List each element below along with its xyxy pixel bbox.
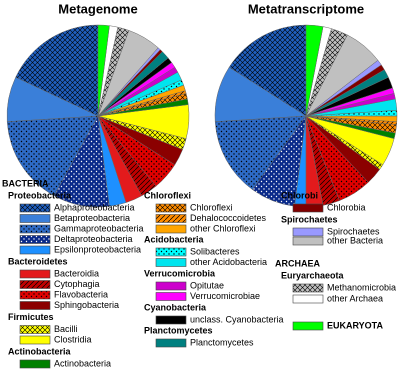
legend-swatch <box>292 236 324 246</box>
legend-swatch <box>19 290 51 300</box>
pie-slice <box>214 115 307 190</box>
legend-label: Chloroflexi <box>190 202 233 212</box>
legend-swatch <box>19 301 51 310</box>
legend-domain: ARCHAEA <box>275 258 321 268</box>
legend-swatch <box>292 283 324 293</box>
legend-swatch <box>292 294 324 304</box>
legend-label: Planctomycetes <box>190 337 254 347</box>
legend-label: Flavobacteria <box>54 289 108 299</box>
legend-swatch <box>155 258 187 267</box>
legend-label: Clostridia <box>54 334 92 344</box>
legend-swatch <box>19 224 51 234</box>
legend-swatch <box>155 214 187 223</box>
legend-label: Sphingobacteria <box>54 300 119 310</box>
pie-title: Metagenome <box>58 1 137 16</box>
legend-label: Solibacteres <box>190 246 240 256</box>
legend-swatch <box>155 224 187 234</box>
legend-swatch <box>19 335 51 345</box>
legend-group: Firmicutes <box>8 312 54 322</box>
pie-slice <box>97 24 110 117</box>
legend-label: other Acidobacteria <box>190 257 267 267</box>
legend-swatch <box>155 292 187 301</box>
legend-label: Epsilonproteobacteria <box>54 244 141 254</box>
legend-swatch <box>155 315 187 325</box>
legend-group: Verrucomicrobia <box>144 268 216 278</box>
legend-swatch <box>19 269 51 279</box>
legend-label: Deltaproteobacteria <box>54 234 133 244</box>
legend-swatch <box>19 325 51 334</box>
legend-swatch <box>19 280 51 289</box>
legend-label: EUKARYOTA <box>327 320 384 330</box>
legend-group: Bacteroidetes <box>8 256 68 266</box>
legend-swatch <box>292 203 324 213</box>
legend-swatch <box>292 227 324 237</box>
legend-swatch <box>19 359 51 369</box>
legend-label: Actinobacteria <box>54 358 111 368</box>
legend-swatch <box>155 247 187 257</box>
legend-label: Bacilli <box>54 324 78 334</box>
legend-group: Chlorobi <box>281 190 318 200</box>
legend-label: Dehalococcoidetes <box>190 213 267 223</box>
legend-label: Bacteroidia <box>54 268 99 278</box>
legend-swatch <box>155 338 187 348</box>
legend-label: Opitutae <box>190 280 224 290</box>
legend-swatch <box>19 245 51 255</box>
legend-group: Cyanobacteria <box>144 302 207 312</box>
legend-group: Acidobacteria <box>144 234 205 244</box>
legend-group: Proteobacteria <box>8 190 72 200</box>
legend-group: Spirochaetes <box>281 214 338 224</box>
legend-label: Alphaproteobacteria <box>54 202 135 212</box>
legend-label: Chlorobia <box>327 202 366 212</box>
pie-title: Metatranscriptome <box>248 1 364 16</box>
pie-slice <box>305 24 324 117</box>
legend-swatch <box>292 321 324 331</box>
legend-label: unclass. Cyanobacteria <box>190 314 284 324</box>
legend-swatch <box>19 214 51 223</box>
pie-slice <box>6 115 99 197</box>
legend-swatch <box>19 203 51 213</box>
legend-group: Actinobacteria <box>8 346 72 356</box>
legend-label: Gammaproteobacteria <box>54 223 144 233</box>
legend-swatch <box>155 281 187 291</box>
legend-label: other Bacteria <box>327 235 383 245</box>
legend-label: Betaproteobacteria <box>54 213 130 223</box>
pie-slice <box>15 24 99 117</box>
legend-group: Euryarchaeota <box>281 270 345 280</box>
legend-group: Planctomycetes <box>144 325 213 335</box>
legend-label: Methanomicrobia <box>327 282 396 292</box>
pie-slice <box>228 24 307 117</box>
legend-label: Verrucomicrobiae <box>190 291 260 301</box>
legend-label: other Chloroflexi <box>190 223 256 233</box>
legend-swatch <box>155 203 187 213</box>
legend-group: Chloroflexi <box>144 190 191 200</box>
legend-label: other Archaea <box>327 293 383 303</box>
legend-swatch <box>19 235 51 244</box>
legend-label: Cytophagia <box>54 279 100 289</box>
legend-domain: BACTERIA <box>2 178 49 188</box>
legend-label: Spirochaetes <box>327 226 380 236</box>
